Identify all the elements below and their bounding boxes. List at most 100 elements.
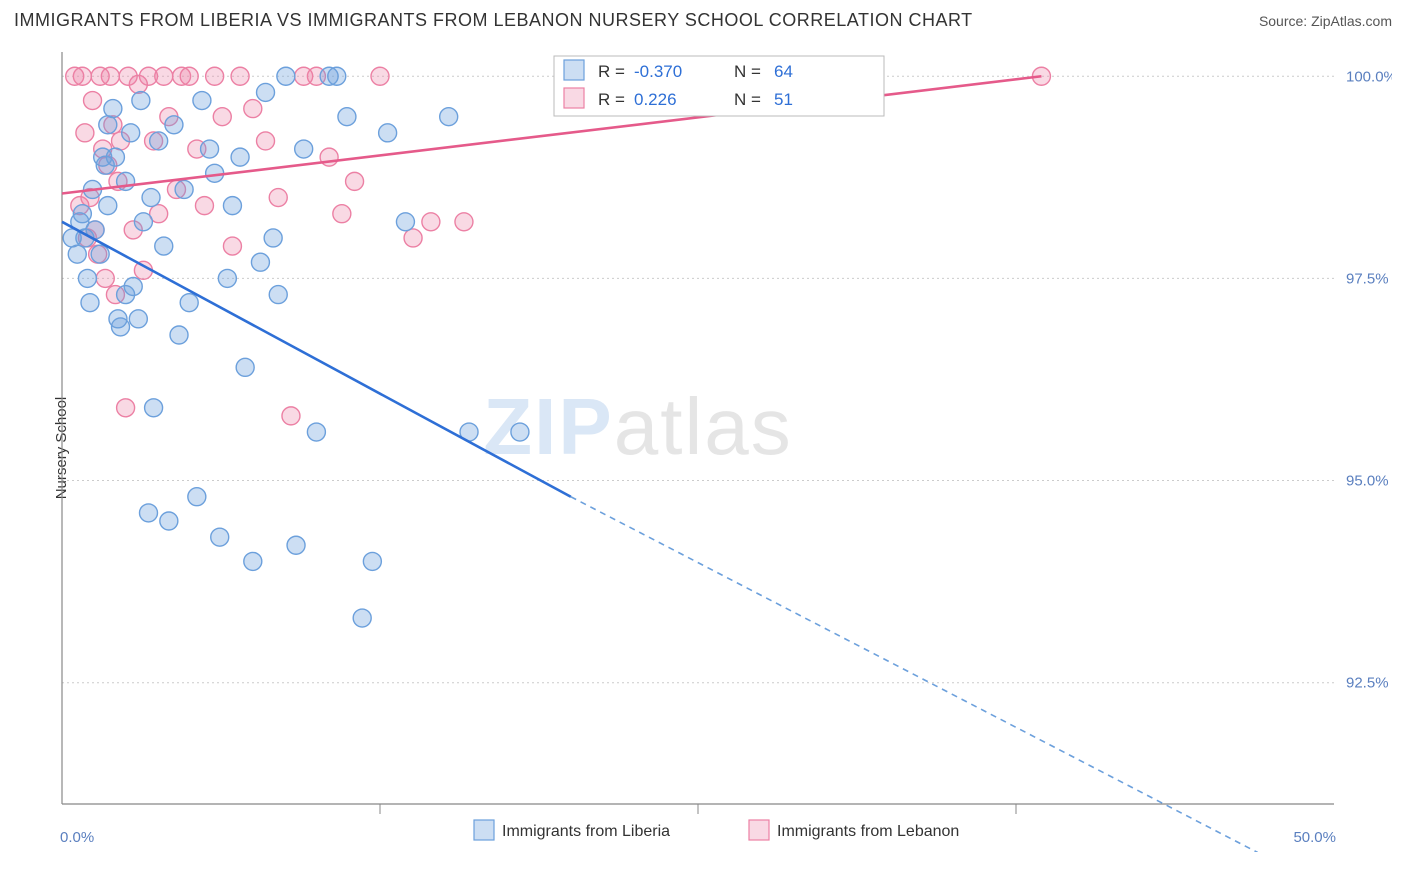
data-point <box>211 528 229 546</box>
data-point <box>142 189 160 207</box>
data-point <box>188 488 206 506</box>
data-point <box>73 205 91 223</box>
scatter-chart: 100.0% 97.5% 95.0% 92.5% 0.0% 50.0% ZIPatlas R … <box>14 44 1392 852</box>
data-point <box>333 205 351 223</box>
trend-line-liberia <box>62 222 571 497</box>
data-point <box>363 552 381 570</box>
data-point <box>101 67 119 85</box>
stat-n-label: N = <box>734 90 761 109</box>
x-tick-label: 0.0% <box>60 829 94 846</box>
data-point <box>175 180 193 198</box>
data-point <box>122 124 140 142</box>
data-point <box>180 294 198 312</box>
data-point <box>277 67 295 85</box>
data-point <box>132 92 150 110</box>
stat-r-value: 0.226 <box>634 90 677 109</box>
data-point <box>371 67 389 85</box>
data-point <box>455 213 473 231</box>
y-tick-label: 97.5% <box>1346 270 1389 287</box>
data-point <box>193 92 211 110</box>
data-point <box>76 124 94 142</box>
data-point <box>213 108 231 126</box>
data-point <box>251 253 269 271</box>
y-tick-label: 100.0% <box>1346 68 1392 85</box>
data-point <box>338 108 356 126</box>
data-point <box>257 132 275 150</box>
data-point <box>223 237 241 255</box>
data-point <box>422 213 440 231</box>
data-point <box>404 229 422 247</box>
x-tick-label: 50.0% <box>1293 829 1336 846</box>
data-point <box>396 213 414 231</box>
data-point <box>353 609 371 627</box>
data-point <box>68 245 86 263</box>
legend-label: Immigrants from Lebanon <box>777 823 959 840</box>
data-point <box>160 512 178 530</box>
data-point <box>511 423 529 441</box>
y-tick-label: 92.5% <box>1346 675 1389 692</box>
stat-r-label: R = <box>598 62 625 81</box>
data-point <box>129 310 147 328</box>
stat-n-value: 64 <box>774 62 793 81</box>
stat-r-value: -0.370 <box>634 62 682 81</box>
data-point <box>155 237 173 255</box>
data-point <box>96 269 114 287</box>
data-point <box>244 100 262 118</box>
data-point <box>231 148 249 166</box>
data-point <box>231 67 249 85</box>
data-point <box>223 197 241 215</box>
data-point <box>139 504 157 522</box>
stat-r-label: R = <box>598 90 625 109</box>
data-point <box>440 108 458 126</box>
legend-swatch <box>749 820 769 840</box>
data-point <box>134 213 152 231</box>
data-point <box>104 100 122 118</box>
data-point <box>201 140 219 158</box>
data-point <box>99 197 117 215</box>
data-point <box>81 294 99 312</box>
data-point <box>379 124 397 142</box>
data-point <box>287 536 305 554</box>
data-point <box>346 172 364 190</box>
data-point <box>78 269 96 287</box>
legend-swatch <box>474 820 494 840</box>
data-point <box>106 148 124 166</box>
data-point <box>269 286 287 304</box>
source-label: Source: ZipAtlas.com <box>1259 13 1392 29</box>
legend-label: Immigrants from Liberia <box>502 823 670 840</box>
data-point <box>99 116 117 134</box>
data-point <box>295 140 313 158</box>
data-point <box>269 189 287 207</box>
data-point <box>155 67 173 85</box>
data-point <box>117 399 135 417</box>
data-point <box>124 277 142 295</box>
data-point <box>170 326 188 344</box>
stat-n-value: 51 <box>774 90 793 109</box>
data-point <box>328 67 346 85</box>
header: IMMIGRANTS FROM LIBERIA VS IMMIGRANTS FR… <box>14 10 1392 31</box>
trend-line-liberia-extrap <box>571 497 1258 852</box>
data-point <box>307 423 325 441</box>
data-point <box>218 269 236 287</box>
data-point <box>91 245 109 263</box>
data-point <box>73 67 91 85</box>
data-point <box>112 318 130 336</box>
data-point <box>264 229 282 247</box>
data-point <box>282 407 300 425</box>
data-point <box>84 92 102 110</box>
stat-n-label: N = <box>734 62 761 81</box>
stats-swatch <box>564 88 584 108</box>
watermark: ZIPatlas <box>483 382 792 471</box>
y-tick-label: 95.0% <box>1346 473 1389 490</box>
data-point <box>180 67 198 85</box>
stats-swatch <box>564 60 584 80</box>
data-point <box>145 399 163 417</box>
data-point <box>165 116 183 134</box>
plot-area: Nursery School 100.0%97.5%95.0%92.5%0.0%… <box>14 44 1392 852</box>
data-point <box>206 67 224 85</box>
data-point <box>236 358 254 376</box>
data-point <box>150 132 168 150</box>
data-point <box>195 197 213 215</box>
data-point <box>244 552 262 570</box>
data-point <box>257 83 275 101</box>
